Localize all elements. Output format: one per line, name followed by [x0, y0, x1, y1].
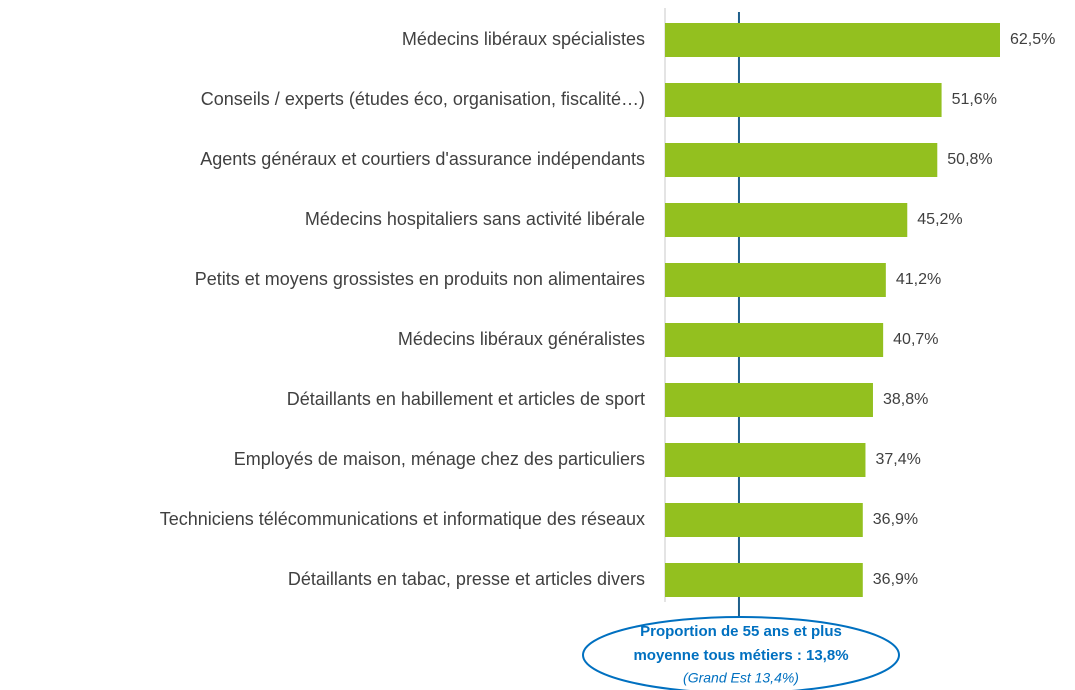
bar: [665, 23, 1000, 57]
value-label: 45,2%: [917, 211, 962, 228]
annotation-line: moyenne tous métiers : 13,8%: [633, 647, 848, 664]
bar: [665, 263, 886, 297]
category-label: Médecins hospitaliers sans activité libé…: [305, 209, 645, 229]
annotation-line: Proportion de 55 ans et plus: [640, 623, 842, 640]
value-label: 51,6%: [952, 91, 997, 108]
annotation-line: (Grand Est 13,4%): [683, 670, 799, 686]
annotation-ellipse: [582, 616, 900, 690]
value-label: 50,8%: [947, 151, 992, 168]
bar: [665, 503, 863, 537]
bar: [665, 323, 884, 357]
bar: [665, 203, 908, 237]
bar: [665, 443, 866, 477]
category-label: Conseils / experts (études éco, organisa…: [201, 89, 645, 109]
value-label: 62,5%: [1010, 31, 1055, 48]
category-label: Détaillants en tabac, presse et articles…: [288, 569, 645, 589]
bar: [665, 563, 863, 597]
bar: [665, 83, 942, 117]
category-label: Petits et moyens grossistes en produits …: [195, 269, 645, 289]
category-label: Médecins libéraux spécialistes: [402, 29, 645, 49]
category-label: Techniciens télécommunications et inform…: [160, 509, 645, 529]
category-label: Employés de maison, ménage chez des part…: [234, 449, 645, 469]
bar: [665, 143, 938, 177]
value-label: 36,9%: [873, 511, 918, 528]
value-label: 36,9%: [873, 571, 918, 588]
value-label: 37,4%: [875, 451, 920, 468]
category-label: Médecins libéraux généralistes: [398, 329, 645, 349]
value-label: 40,7%: [893, 331, 938, 348]
value-label: 38,8%: [883, 391, 928, 408]
category-label: Agents généraux et courtiers d'assurance…: [200, 149, 645, 169]
value-label: 41,2%: [896, 271, 941, 288]
bar: [665, 383, 873, 417]
category-label: Détaillants en habillement et articles d…: [287, 389, 645, 409]
